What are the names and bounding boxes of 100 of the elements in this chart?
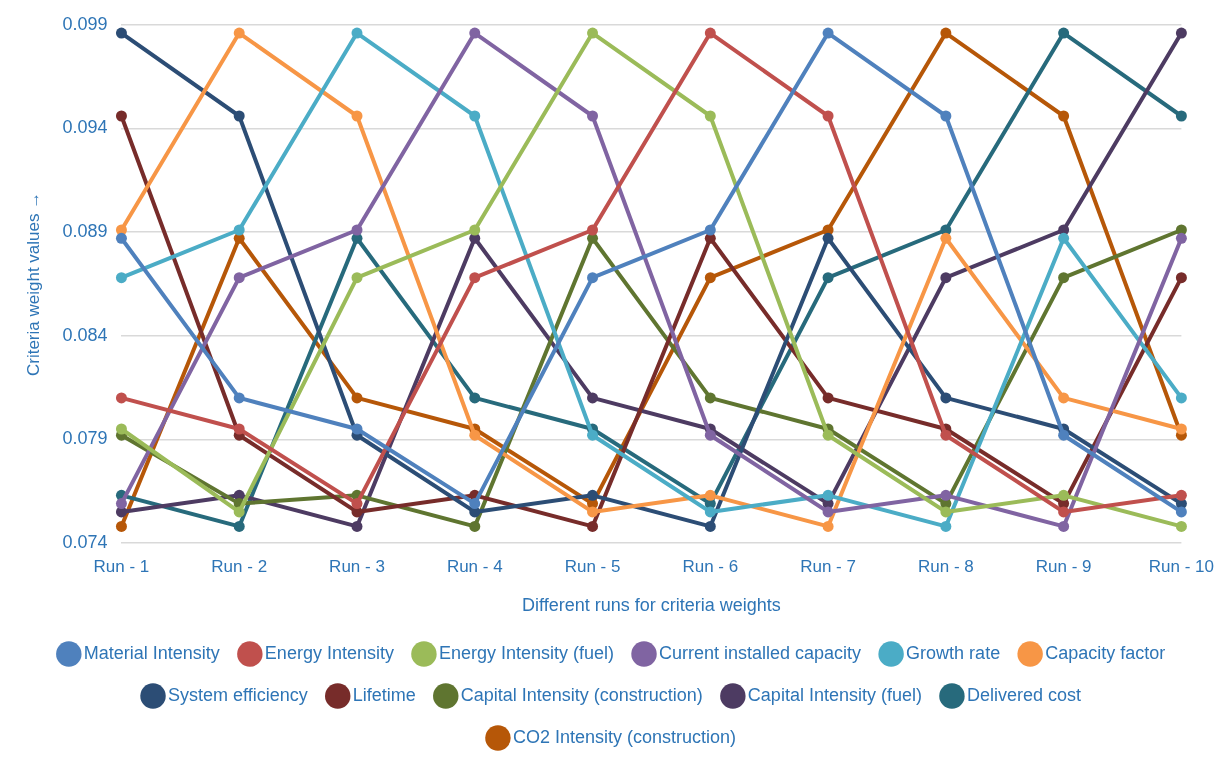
y-tick-label: 0.079 (62, 428, 108, 449)
x-tick-label: Run - 5 (564, 556, 621, 576)
legend-label: Lifetime (352, 684, 416, 705)
point (1175, 232, 1187, 244)
y-tick-label: 0.094 (62, 117, 108, 138)
point (115, 272, 127, 284)
point (940, 429, 952, 441)
point (351, 272, 363, 284)
point (822, 232, 834, 244)
y-tick-label: 0.089 (62, 221, 108, 242)
legend-label: Energy Intensity (fuel) (438, 642, 615, 663)
point (704, 429, 716, 441)
point (704, 272, 716, 284)
point (351, 498, 363, 510)
point (115, 27, 127, 39)
point (115, 498, 127, 510)
point (469, 429, 481, 441)
point (233, 392, 245, 404)
point (469, 27, 481, 39)
point (587, 27, 599, 39)
point (1175, 489, 1187, 501)
x-tick-label: Run - 6 (682, 556, 739, 576)
point (469, 110, 481, 122)
point (822, 520, 834, 532)
point (940, 506, 952, 518)
x-tick-label: Run - 9 (1035, 556, 1092, 576)
point (1058, 27, 1070, 39)
point (351, 27, 363, 39)
point (115, 520, 127, 532)
point (233, 27, 245, 39)
point (233, 110, 245, 122)
point (1175, 520, 1187, 532)
point (704, 392, 716, 404)
point (1175, 392, 1187, 404)
point (1175, 27, 1187, 39)
point (1058, 429, 1070, 441)
point (704, 224, 716, 236)
x-axis-title: Different runs for criteria weights (522, 595, 781, 616)
x-tick-label: Run - 3 (329, 556, 385, 576)
point (1058, 392, 1070, 404)
legend-label: Material Intensity (83, 642, 220, 663)
point (822, 27, 834, 39)
point (940, 392, 952, 404)
point (940, 232, 952, 244)
point (1175, 506, 1187, 518)
point (1058, 272, 1070, 284)
point (233, 423, 245, 435)
legend-label: Delivered cost (966, 684, 1081, 705)
point (1058, 506, 1070, 518)
point (115, 423, 127, 435)
point (704, 489, 716, 501)
point (351, 110, 363, 122)
x-tick-label: Run - 7 (800, 556, 856, 576)
point (587, 489, 599, 501)
point (1175, 423, 1187, 435)
point (587, 392, 599, 404)
y-tick-label: 0.084 (62, 324, 108, 345)
point (351, 224, 363, 236)
x-tick-label: Run - 2 (211, 556, 268, 576)
point (587, 272, 599, 284)
point (351, 392, 363, 404)
x-tick-label: Run - 4 (446, 556, 503, 576)
point (1058, 232, 1070, 244)
point (1175, 272, 1187, 284)
y-tick-label: 0.074 (62, 531, 108, 552)
point (940, 27, 952, 39)
point (1058, 110, 1070, 122)
point (587, 520, 599, 532)
point (351, 423, 363, 435)
point (940, 110, 952, 122)
point (115, 232, 127, 244)
point (233, 520, 245, 532)
point (351, 520, 363, 532)
point (1058, 520, 1070, 532)
x-tick-label: Run - 8 (917, 556, 974, 576)
point (940, 520, 952, 532)
legend-label: Capital Intensity (fuel) (747, 684, 922, 705)
point (233, 224, 245, 236)
legend-label: System efficiency (168, 684, 308, 705)
point (940, 489, 952, 501)
point (822, 272, 834, 284)
point (469, 392, 481, 404)
point (822, 110, 834, 122)
point (822, 506, 834, 518)
x-tick-label: Run - 1 (93, 556, 150, 576)
point (469, 272, 481, 284)
point (115, 110, 127, 122)
point (469, 498, 481, 510)
point (233, 506, 245, 518)
point (822, 429, 834, 441)
legend-label: Capital Intensity (construction) (460, 684, 703, 705)
point (704, 520, 716, 532)
point (704, 110, 716, 122)
legend-label: Growth rate (906, 642, 1001, 663)
point (1175, 110, 1187, 122)
point (233, 272, 245, 284)
point (469, 520, 481, 532)
x-tick-label: Run - 10 (1148, 556, 1214, 576)
point (822, 489, 834, 501)
y-axis-title: Criteria weight values → (23, 191, 43, 377)
